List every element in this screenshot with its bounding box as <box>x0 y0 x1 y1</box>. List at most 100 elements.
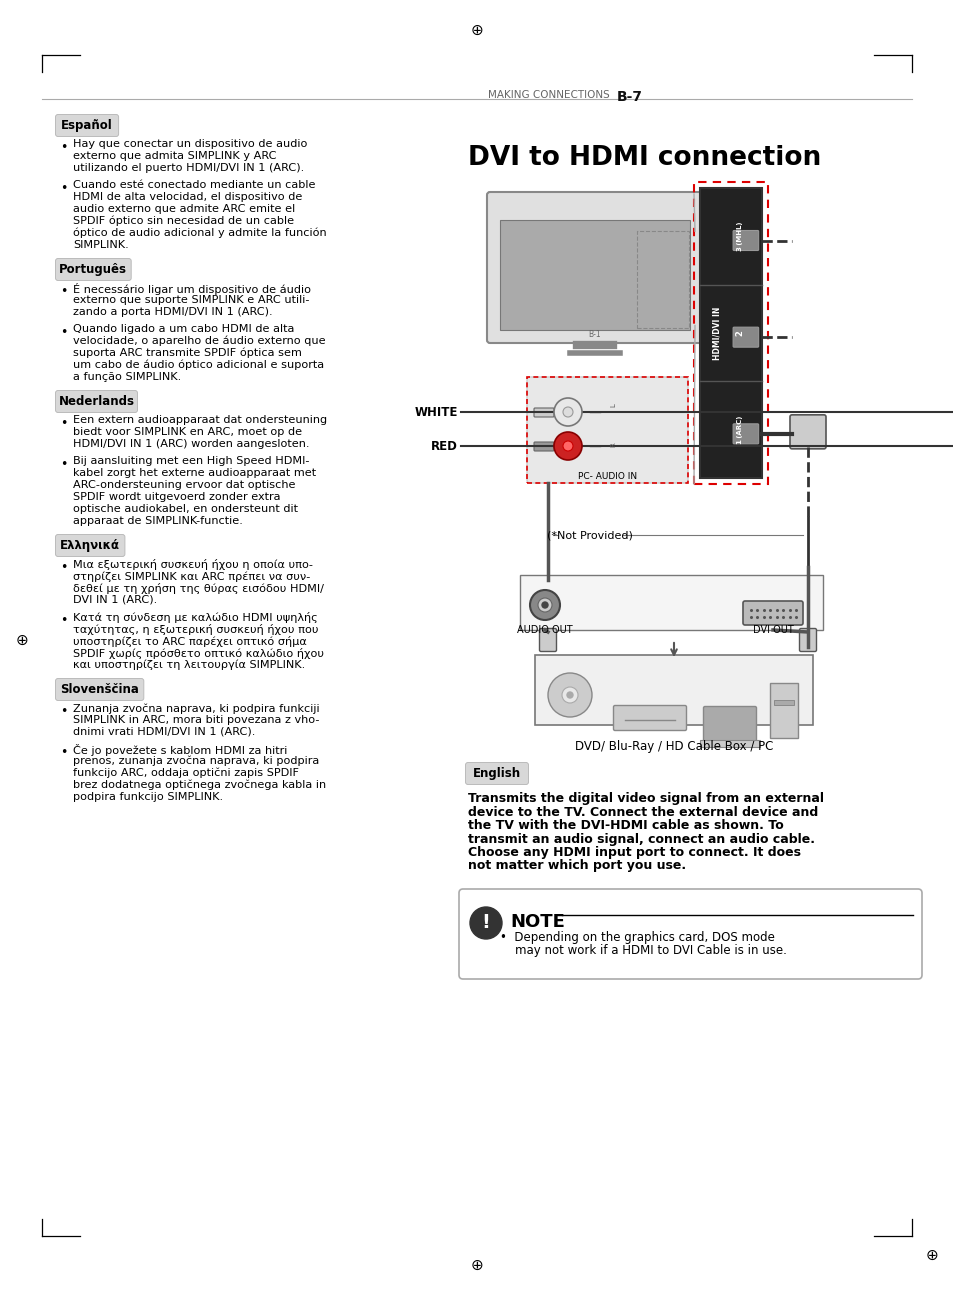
FancyBboxPatch shape <box>55 679 144 701</box>
Text: Choose any HDMI input port to connect. It does: Choose any HDMI input port to connect. I… <box>468 846 801 859</box>
FancyBboxPatch shape <box>702 706 756 741</box>
Text: a função SIMPLINK.: a função SIMPLINK. <box>73 372 181 382</box>
Circle shape <box>562 442 573 451</box>
Text: audio externo que admite ARC emite el: audio externo que admite ARC emite el <box>73 204 294 214</box>
Text: 1 (ARC): 1 (ARC) <box>737 416 742 444</box>
Text: (*Not Provided): (*Not Provided) <box>546 531 632 540</box>
Text: ARC-ondersteuning ervoor dat optische: ARC-ondersteuning ervoor dat optische <box>73 480 295 491</box>
Text: SIMPLINK.: SIMPLINK. <box>73 240 129 250</box>
Text: NOTE: NOTE <box>510 913 564 931</box>
Text: um cabo de áudio óptico adicional e suporta: um cabo de áudio óptico adicional e supo… <box>73 360 324 371</box>
Text: στηρίζει SIMPLINK και ARC πρέπει να συν-: στηρίζει SIMPLINK και ARC πρέπει να συν- <box>73 571 310 581</box>
Text: Bij aansluiting met een High Speed HDMI-: Bij aansluiting met een High Speed HDMI- <box>73 456 309 466</box>
Text: brez dodatnega optičnega zvočnega kabla in: brez dodatnega optičnega zvočnega kabla … <box>73 780 326 790</box>
Text: WHITE: WHITE <box>415 405 457 418</box>
Text: device to the TV. Connect the external device and: device to the TV. Connect the external d… <box>468 806 818 818</box>
Text: Cuando esté conectado mediante un cable: Cuando esté conectado mediante un cable <box>73 179 315 190</box>
FancyBboxPatch shape <box>526 377 687 483</box>
Text: Een extern audioapparaat dat ondersteuning: Een extern audioapparaat dat ondersteuni… <box>73 414 327 425</box>
Text: not matter which port you use.: not matter which port you use. <box>468 860 685 873</box>
Text: HDMI de alta velocidad, el dispositivo de: HDMI de alta velocidad, el dispositivo d… <box>73 192 302 201</box>
Text: 3 (MHL): 3 (MHL) <box>737 222 742 250</box>
Circle shape <box>537 598 552 612</box>
Text: SIMPLINK in ARC, mora biti povezana z vho-: SIMPLINK in ARC, mora biti povezana z vh… <box>73 715 319 726</box>
Text: υποστηρίζει το ARC παρέχει οπτικό σήμα: υποστηρίζει το ARC παρέχει οπτικό σήμα <box>73 636 307 647</box>
Text: Če jo povežete s kablom HDMI za hitri: Če jo povežete s kablom HDMI za hitri <box>73 744 287 757</box>
Text: R: R <box>609 443 616 448</box>
Circle shape <box>547 673 592 717</box>
Bar <box>693 182 767 484</box>
Text: RED: RED <box>431 439 457 453</box>
Text: AUDIO OUT: AUDIO OUT <box>517 625 572 635</box>
Text: Ελληνικά: Ελληνικά <box>60 540 120 553</box>
Text: apparaat de SIMPLINK-functie.: apparaat de SIMPLINK-functie. <box>73 516 243 525</box>
Text: •: • <box>60 705 68 718</box>
Bar <box>700 740 760 747</box>
Text: kabel zorgt het externe audioapparaat met: kabel zorgt het externe audioapparaat me… <box>73 469 315 478</box>
Text: •: • <box>60 285 68 298</box>
Text: Quando ligado a um cabo HDMI de alta: Quando ligado a um cabo HDMI de alta <box>73 324 294 334</box>
Circle shape <box>541 602 547 608</box>
Text: dnimi vrati HDMI/DVI IN 1 (ARC).: dnimi vrati HDMI/DVI IN 1 (ARC). <box>73 727 255 737</box>
Text: ⊕: ⊕ <box>470 1257 483 1273</box>
Text: Κατά τη σύνδεση με καλώδιο HDMI υψηλής: Κατά τη σύνδεση με καλώδιο HDMI υψηλής <box>73 612 317 624</box>
Bar <box>700 188 761 478</box>
Text: suporta ARC transmite SPDIF óptica sem: suporta ARC transmite SPDIF óptica sem <box>73 349 301 359</box>
FancyBboxPatch shape <box>742 602 802 625</box>
Text: DVI to HDMI connection: DVI to HDMI connection <box>468 145 821 170</box>
Circle shape <box>561 687 578 704</box>
Text: •: • <box>60 562 68 574</box>
Text: δεθεί με τη χρήση της θύρας εισόδου HDMI/: δεθεί με τη χρήση της θύρας εισόδου HDMI… <box>73 584 323 594</box>
Text: HDMI/DVI IN 1 (ARC) worden aangesloten.: HDMI/DVI IN 1 (ARC) worden aangesloten. <box>73 439 309 449</box>
Text: •: • <box>60 458 68 471</box>
Text: transmit an audio signal, connect an audio cable.: transmit an audio signal, connect an aud… <box>468 833 814 846</box>
Text: externo que admita SIMPLINK y ARC: externo que admita SIMPLINK y ARC <box>73 151 276 161</box>
Text: SPDIF wordt uitgevoerd zonder extra: SPDIF wordt uitgevoerd zonder extra <box>73 492 280 502</box>
Bar <box>769 683 797 738</box>
Text: may not work if a HDMI to DVI Cable is in use.: may not work if a HDMI to DVI Cable is i… <box>499 944 786 957</box>
Text: •: • <box>60 746 68 759</box>
Text: Slovenščina: Slovenščina <box>60 683 139 696</box>
Text: PC- AUDIO IN: PC- AUDIO IN <box>578 473 637 482</box>
Text: ⊕: ⊕ <box>924 1247 938 1263</box>
Text: utilizando el puerto HDMI/DVI IN 1 (ARC).: utilizando el puerto HDMI/DVI IN 1 (ARC)… <box>73 163 304 173</box>
Text: και υποστηρίζει τη λειτουργία SIMPLINK.: και υποστηρίζει τη λειτουργία SIMPLINK. <box>73 660 305 670</box>
Text: DVI OUT: DVI OUT <box>752 625 793 635</box>
Text: •  Depending on the graphics card, DOS mode: • Depending on the graphics card, DOS mo… <box>499 931 774 944</box>
Text: HDMI/DVI IN: HDMI/DVI IN <box>712 306 721 360</box>
FancyBboxPatch shape <box>465 763 528 785</box>
Text: óptico de audio adicional y admite la función: óptico de audio adicional y admite la fu… <box>73 229 326 239</box>
Text: !: ! <box>481 914 490 932</box>
Text: MAKING CONNECTIONS: MAKING CONNECTIONS <box>488 90 609 99</box>
Text: •: • <box>60 615 68 627</box>
Text: funkcijo ARC, oddaja optični zapis SPDIF: funkcijo ARC, oddaja optični zapis SPDIF <box>73 768 298 778</box>
Circle shape <box>566 692 573 698</box>
Text: Zunanja zvočna naprava, ki podpira funkciji: Zunanja zvočna naprava, ki podpira funkc… <box>73 704 319 714</box>
Bar <box>519 574 822 630</box>
FancyBboxPatch shape <box>732 423 758 444</box>
Text: •: • <box>60 417 68 430</box>
Text: DVI IN 1 (ARC).: DVI IN 1 (ARC). <box>73 595 157 605</box>
Text: podpira funkcijo SIMPLINK.: podpira funkcijo SIMPLINK. <box>73 791 223 802</box>
Text: 2: 2 <box>735 330 744 336</box>
Text: Nederlands: Nederlands <box>58 395 134 408</box>
Text: Μια εξωτερική συσκευή ήχου η οποία υπο-: Μια εξωτερική συσκευή ήχου η οποία υπο- <box>73 559 313 571</box>
Text: ⊕: ⊕ <box>470 22 483 37</box>
FancyBboxPatch shape <box>55 115 118 137</box>
FancyBboxPatch shape <box>55 258 132 280</box>
Text: Hay que conectar un dispositivo de audio: Hay que conectar un dispositivo de audio <box>73 139 307 148</box>
Circle shape <box>530 590 559 620</box>
FancyBboxPatch shape <box>539 629 556 652</box>
Text: prenos, zunanja zvočna naprava, ki podpira: prenos, zunanja zvočna naprava, ki podpi… <box>73 757 319 767</box>
Text: ⊕: ⊕ <box>15 633 29 648</box>
Bar <box>499 219 689 330</box>
Text: English: English <box>473 767 520 780</box>
FancyBboxPatch shape <box>534 442 554 451</box>
Text: externo que suporte SIMPLINK e ARC utili-: externo que suporte SIMPLINK e ARC utili… <box>73 296 309 305</box>
Text: •: • <box>60 327 68 340</box>
FancyBboxPatch shape <box>55 534 125 556</box>
Bar <box>535 655 812 726</box>
Text: velocidade, o aparelho de áudio externo que: velocidade, o aparelho de áudio externo … <box>73 336 325 346</box>
Text: L: L <box>609 403 616 407</box>
Text: optische audiokabel, en ondersteunt dit: optische audiokabel, en ondersteunt dit <box>73 503 297 514</box>
